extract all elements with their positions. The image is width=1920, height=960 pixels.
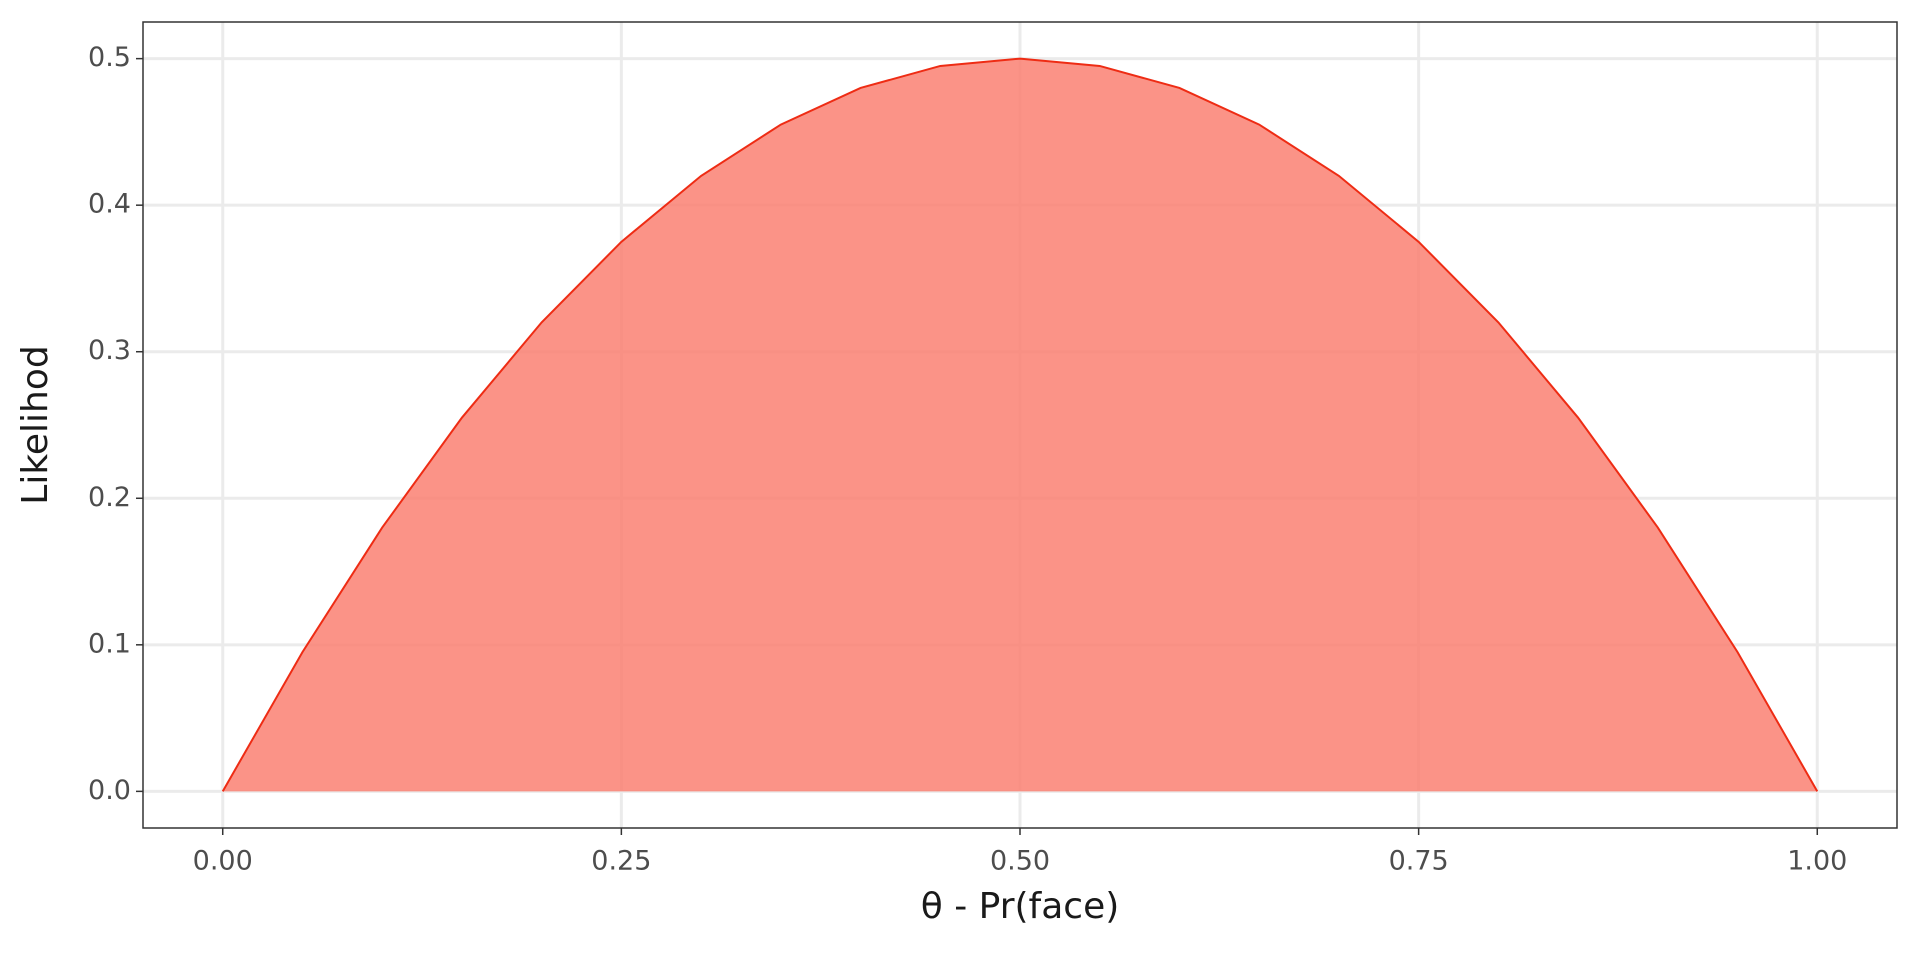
x-tick-label: 0.25	[591, 846, 651, 877]
y-tick-label: 0.1	[88, 628, 131, 659]
y-axis-title: Likelihod	[15, 345, 56, 504]
x-tick-label: 0.00	[193, 846, 253, 877]
y-tick-label: 0.5	[88, 42, 131, 73]
y-tick-label: 0.4	[88, 189, 131, 220]
x-tick-label: 0.50	[990, 846, 1050, 877]
x-tick-label: 1.00	[1787, 846, 1847, 877]
y-tick-label: 0.2	[88, 482, 131, 513]
x-axis-title: θ - Pr(face)	[921, 886, 1120, 927]
y-tick-label: 0.3	[88, 335, 131, 366]
area	[222, 58, 1818, 792]
marks	[221, 57, 1819, 792]
y-tick-label: 0.0	[88, 775, 131, 806]
x-tick-label: 0.75	[1389, 846, 1449, 877]
line	[221, 57, 1819, 792]
